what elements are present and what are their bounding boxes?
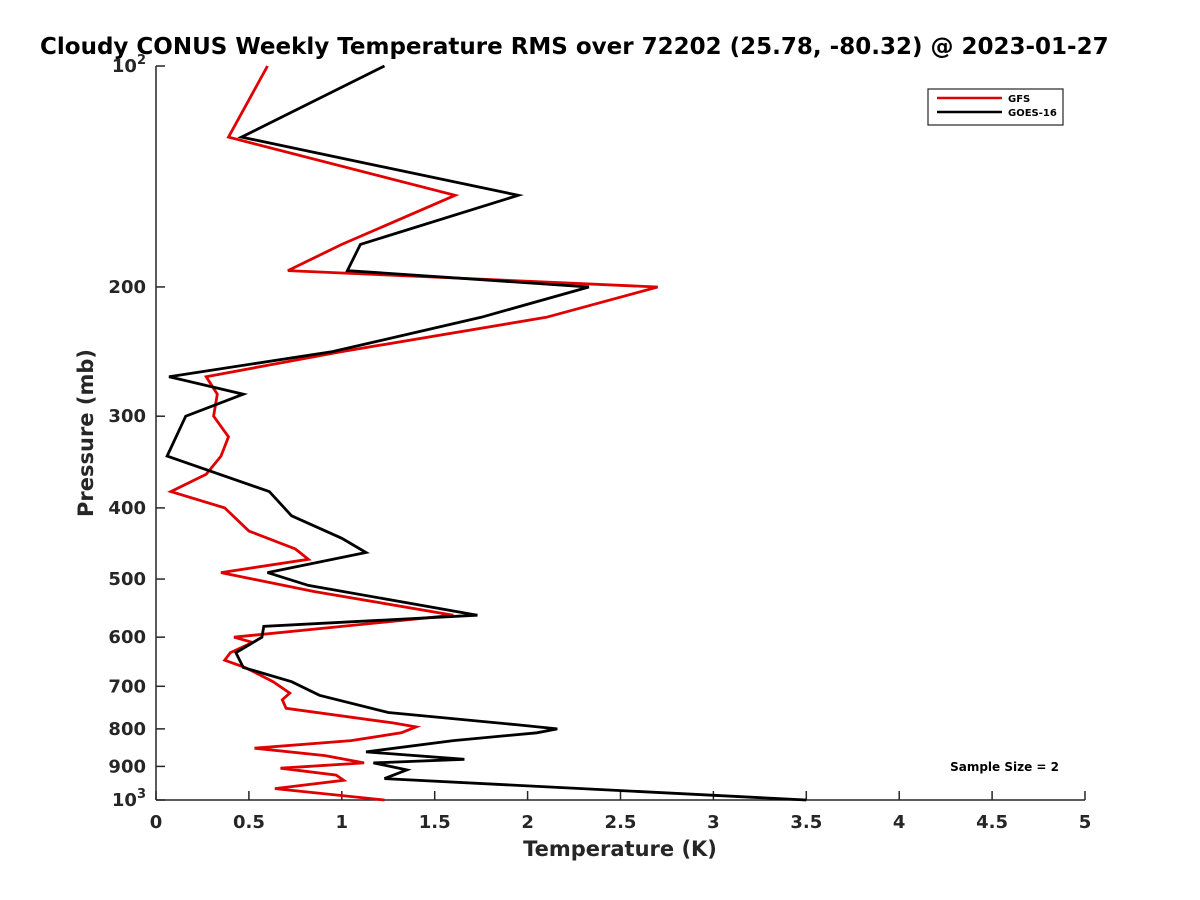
y-tick-label: 200 <box>108 277 146 298</box>
legend: GFS GOES-16 <box>927 88 1064 126</box>
y-tick-label: 400 <box>108 498 146 519</box>
legend-label: GOES-16 <box>1008 108 1057 119</box>
axes: 0 0.5 1 1.5 2 2.5 3 3.5 4 4.5 5 102 200 300 400 500 600 7… <box>108 53 1091 833</box>
legend-box <box>927 88 1064 126</box>
y-axis-label: Pressure (mb) <box>74 349 98 517</box>
x-tick-label: 4.5 <box>976 812 1008 833</box>
y-tick-label: 300 <box>108 406 146 427</box>
y-tick-label: 900 <box>108 756 146 777</box>
x-tick-label: 2.5 <box>605 812 637 833</box>
x-tick-label: 0 <box>150 812 163 833</box>
y-tick-label: 500 <box>108 569 146 590</box>
x-tick-label: 1 <box>336 812 349 833</box>
x-tick-label: 2 <box>521 812 534 833</box>
x-tick-label: 5 <box>1079 812 1092 833</box>
y-tick-label: 103 <box>112 787 146 811</box>
y-tick-label: 700 <box>108 676 146 697</box>
x-tick-label: 4 <box>893 812 906 833</box>
x-tick-label: 1.5 <box>419 812 451 833</box>
x-tick-label: 3 <box>707 812 720 833</box>
chart-title: Cloudy CONUS Weekly Temperature RMS over… <box>40 34 1109 60</box>
x-axis-label: Temperature (K) <box>523 837 717 861</box>
x-tick-label: 0.5 <box>233 812 265 833</box>
y-tick-label: 102 <box>112 53 146 77</box>
series-line-gfs <box>167 65 659 802</box>
y-tick-label: 800 <box>108 719 146 740</box>
x-tick-label: 3.5 <box>790 812 822 833</box>
legend-label: GFS <box>1008 94 1030 105</box>
plot-lines <box>165 64 807 802</box>
y-tick-label: 600 <box>108 627 146 648</box>
series-line-goes-16 <box>165 64 807 802</box>
sample-size-annotation: Sample Size = 2 <box>950 760 1059 774</box>
